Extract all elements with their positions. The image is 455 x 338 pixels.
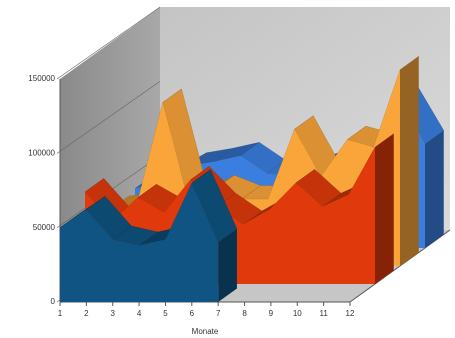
x-tick-label: 7 <box>216 309 221 318</box>
y-tick-label: 0 <box>51 297 56 306</box>
x-tick-label: 9 <box>269 309 274 318</box>
x-tick-label: 12 <box>346 309 355 318</box>
area-side <box>400 56 419 267</box>
x-tick-label: 10 <box>293 309 302 318</box>
y-tick-label: 100000 <box>28 148 55 157</box>
x-tick-label: 4 <box>137 309 142 318</box>
x-tick-label: 1 <box>58 309 63 318</box>
area-side <box>375 133 394 284</box>
x-tick-label: 11 <box>319 309 328 318</box>
x-tick-label: 5 <box>163 309 168 318</box>
area-side <box>218 229 237 302</box>
tick-mark <box>56 81 161 154</box>
tick-mark <box>56 6 161 80</box>
area-front <box>60 183 219 302</box>
x-tick-label: 2 <box>84 309 89 318</box>
x-tick-label: 6 <box>190 309 195 318</box>
y-tick-label: 50000 <box>33 223 56 232</box>
x-axis-title: Monate <box>192 327 219 336</box>
area-side <box>425 130 444 248</box>
x-tick-label: 8 <box>242 309 247 318</box>
x-tick-label: 3 <box>111 309 116 318</box>
y-tick-label: 150000 <box>28 74 55 83</box>
